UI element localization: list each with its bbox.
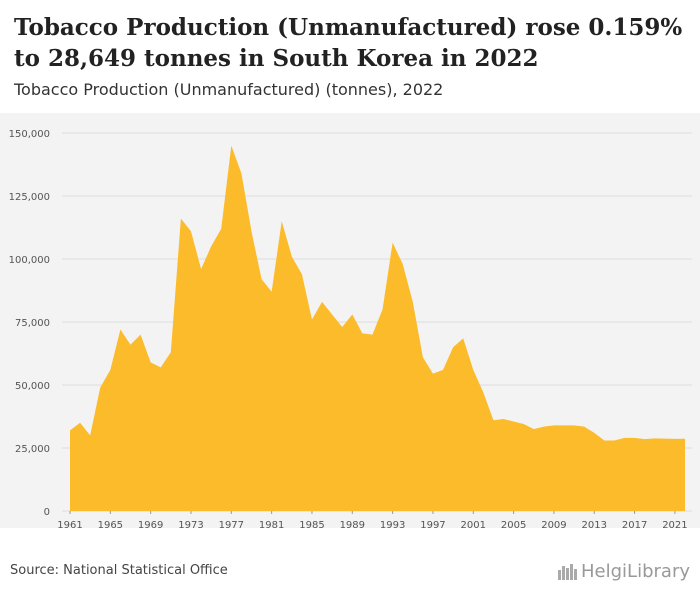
data-point [512, 420, 516, 424]
data-point [330, 312, 334, 316]
data-point [663, 437, 667, 441]
data-point [280, 219, 284, 223]
data-point [360, 331, 364, 335]
y-tick-label: 25,000 [15, 444, 50, 455]
data-point [421, 355, 425, 359]
data-point [320, 300, 324, 304]
data-point [481, 391, 485, 395]
data-point [199, 267, 203, 271]
data-point [310, 317, 314, 321]
x-tick-label: 1993 [380, 520, 405, 531]
data-point [552, 423, 556, 427]
y-tick-label: 125,000 [9, 192, 50, 203]
x-tick-label: 1973 [178, 520, 203, 531]
data-point [260, 277, 264, 281]
data-point [471, 368, 475, 372]
data-point [179, 217, 183, 221]
brand-logo[interactable]: HelgiLibrary [558, 561, 690, 582]
data-point [290, 254, 294, 258]
x-tick-label: 1997 [420, 520, 445, 531]
data-point [381, 307, 385, 311]
data-point [118, 328, 122, 332]
x-tick-label: 2013 [582, 520, 607, 531]
data-point [572, 423, 576, 427]
data-point [441, 368, 445, 372]
data-point [673, 437, 677, 441]
x-tick-label: 1969 [138, 520, 163, 531]
data-point [653, 436, 657, 440]
chart-subtitle: Tobacco Production (Unmanufactured) (ton… [14, 80, 444, 99]
data-point [189, 229, 193, 233]
data-point [643, 437, 647, 441]
x-tick-label: 2005 [501, 520, 526, 531]
data-point [128, 343, 132, 347]
brand-name: HelgiLibrary [581, 561, 690, 582]
data-point [542, 425, 546, 429]
data-point [461, 336, 465, 340]
data-point [491, 418, 495, 422]
data-point [592, 431, 596, 435]
data-point [532, 427, 536, 431]
data-point [88, 433, 92, 437]
data-point [209, 244, 213, 248]
x-axis-labels: 1961 1965 1969 1973 1977 1981 1985 1989 1993 1997… [57, 511, 688, 531]
x-tick-label: 2017 [622, 520, 647, 531]
source-note: Source: National Statistical Office [10, 563, 228, 578]
series-area-group [68, 144, 687, 511]
series-area [70, 145, 685, 511]
x-tick-label: 1989 [340, 520, 365, 531]
chart-title: Tobacco Production (Unmanufactured) rose… [14, 14, 683, 72]
y-tick-label: 150,000 [9, 129, 50, 140]
x-tick-label: 1977 [219, 520, 244, 531]
y-axis-labels: 0 25,000 50,000 75,000 100,000 125,000 150,000 [9, 129, 50, 518]
x-tick-label: 1985 [299, 520, 324, 531]
data-point [391, 241, 395, 245]
data-point [68, 428, 72, 432]
x-tick-label: 2021 [662, 520, 687, 531]
data-point [149, 360, 153, 364]
data-point [411, 300, 415, 304]
data-point [249, 229, 253, 233]
y-tick-label: 50,000 [15, 381, 50, 392]
data-point [169, 350, 173, 354]
data-point [98, 386, 102, 390]
data-point [451, 345, 455, 349]
data-point [300, 272, 304, 276]
x-tick-label: 2001 [461, 520, 486, 531]
data-point [623, 436, 627, 440]
data-point [502, 417, 506, 421]
data-point [431, 372, 435, 376]
library-icon [558, 563, 578, 580]
data-point [401, 262, 405, 266]
data-point [340, 325, 344, 329]
data-point [562, 423, 566, 427]
data-point [602, 438, 606, 442]
data-point [159, 365, 163, 369]
x-tick-label: 1965 [98, 520, 123, 531]
data-point [270, 290, 274, 294]
x-tick-label: 1961 [57, 520, 82, 531]
y-tick-label: 0 [44, 507, 50, 518]
data-point [108, 368, 112, 372]
x-tick-label: 2009 [541, 520, 566, 531]
data-point [78, 421, 82, 425]
data-point [633, 436, 637, 440]
data-point [370, 333, 374, 337]
y-tick-label: 75,000 [15, 318, 50, 329]
data-point [582, 425, 586, 429]
data-point [239, 171, 243, 175]
y-tick-label: 100,000 [9, 255, 50, 266]
data-point [612, 438, 616, 442]
data-point [139, 333, 143, 337]
data-point [683, 437, 687, 441]
data-point [522, 422, 526, 426]
x-tick-label: 1981 [259, 520, 284, 531]
data-point [219, 227, 223, 231]
data-point [350, 312, 354, 316]
data-point [229, 144, 233, 148]
